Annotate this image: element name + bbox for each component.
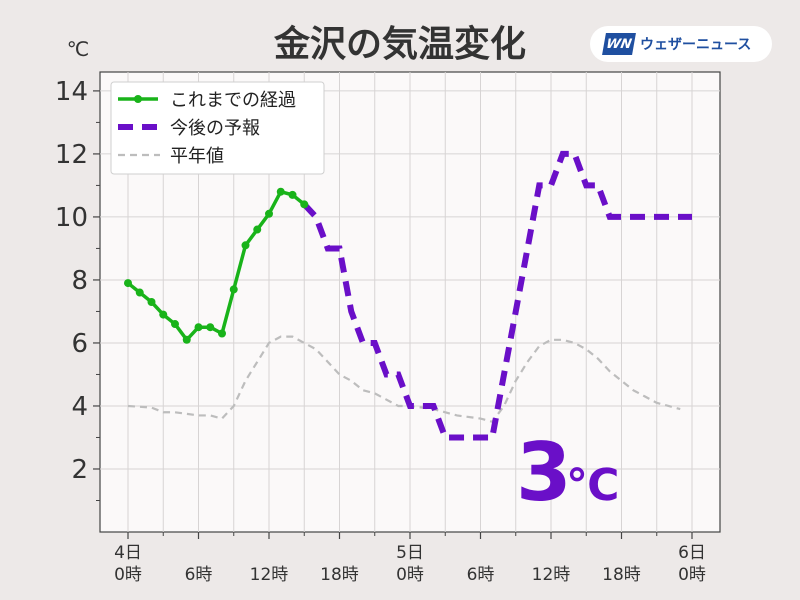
observed-point [218, 329, 226, 338]
x-tick-label: 4日 [114, 543, 142, 563]
x-tick-label: 0時 [678, 565, 706, 585]
series-forecast-line [302, 150, 692, 441]
x-tick-label: 6時 [185, 565, 213, 585]
y-tick-label: 8 [71, 266, 88, 296]
observed-point [253, 225, 262, 234]
y-tick-label: 10 [55, 203, 88, 233]
observed-point [276, 187, 285, 196]
x-tick-label: 18時 [320, 565, 359, 585]
brand-name: ウェザーニュース [640, 37, 752, 53]
observed-point [288, 190, 297, 199]
observed-point [229, 285, 238, 294]
y-tick-label: 4 [71, 392, 88, 422]
observed-point [206, 323, 215, 332]
legend-label: これまでの経過 [170, 90, 296, 111]
y-tick-label: 12 [55, 140, 88, 170]
x-tick-label: 12時 [250, 565, 289, 585]
x-tick-label: 0時 [396, 565, 424, 585]
x-tick-label: 6日 [678, 543, 706, 563]
y-axis-unit: ℃ [67, 37, 89, 61]
observed-point [182, 335, 191, 344]
current-temp-value: 3 [516, 426, 572, 519]
y-tick-label: 2 [71, 455, 88, 485]
y-tick-label: 6 [71, 329, 88, 359]
observed-point [300, 200, 309, 209]
x-tick-label: 5日 [396, 543, 424, 563]
observed-point [124, 279, 132, 288]
observed-point [171, 320, 179, 329]
series-normal-line [127, 335, 681, 423]
observed-point [265, 209, 273, 218]
legend-label: 今後の予報 [170, 118, 260, 139]
x-tick-label: 18時 [602, 565, 641, 585]
observed-point [159, 310, 168, 319]
series-observed-line [126, 189, 306, 342]
observed-point [135, 288, 144, 297]
legend-label: 平年値 [170, 146, 224, 167]
weathernews-mark-icon: WN [602, 33, 636, 55]
x-tick-label: 6時 [467, 565, 495, 585]
observed-point [147, 298, 156, 306]
x-tick-label: 0時 [114, 565, 142, 585]
observed-point [241, 241, 250, 250]
y-tick-label: 14 [55, 77, 88, 107]
current-temp-unit: ℃ [566, 460, 619, 511]
weathernews-logo: WN ウェザーニュース [590, 26, 772, 62]
legend-observed-marker [134, 95, 142, 103]
observed-point [194, 323, 203, 332]
legend [110, 81, 325, 175]
chart-title: 金沢の気温変化 [273, 23, 526, 65]
x-tick-label: 12時 [532, 565, 571, 585]
